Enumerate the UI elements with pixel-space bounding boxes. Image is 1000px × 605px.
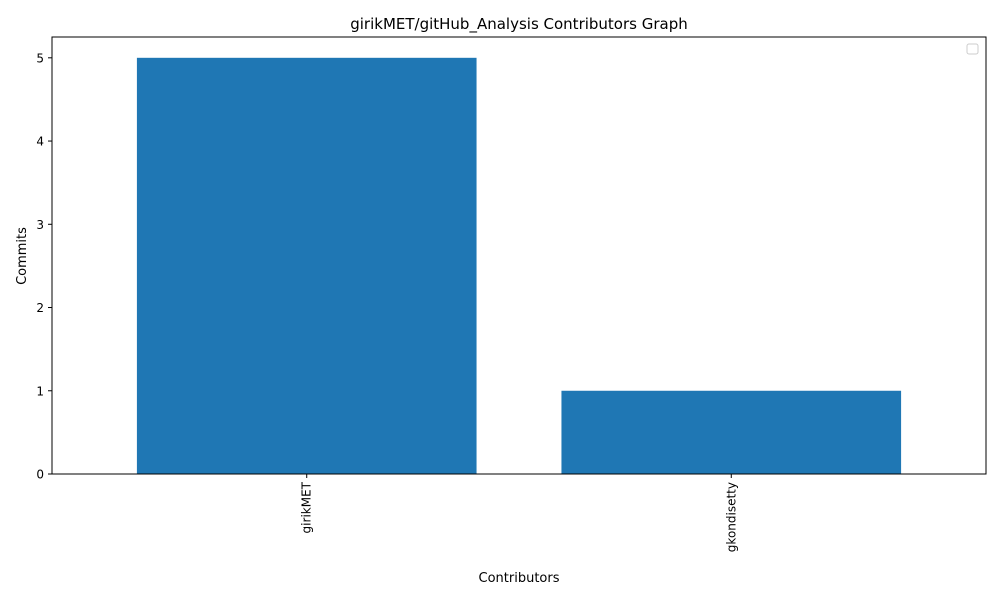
y-tick-label: 1	[36, 384, 44, 398]
y-axis-ticks: 0 1 2 3 4 5	[36, 51, 52, 482]
y-tick-label: 2	[36, 301, 44, 315]
y-axis-label: Commits	[15, 227, 30, 285]
bar-girikMET	[136, 57, 477, 475]
y-tick-label: 4	[36, 135, 44, 149]
y-tick-label: 0	[36, 468, 44, 482]
y-tick-label: 5	[36, 51, 44, 65]
plot-area: 0 1 2 3 4 5 girikMET gkondisetty	[36, 36, 987, 552]
bar-gkondisetty	[561, 390, 902, 474]
axes-frame	[51, 36, 987, 475]
bars-group	[136, 57, 902, 475]
y-tick-label: 3	[36, 218, 44, 232]
x-axis-ticks: girikMET gkondisetty	[300, 474, 738, 552]
x-tick-label: girikMET	[300, 481, 314, 533]
x-tick-label: gkondisetty	[724, 482, 738, 552]
legend-box	[966, 43, 979, 55]
chart-title: girikMET/gitHub_Analysis Contributors Gr…	[350, 15, 688, 34]
x-axis-label: Contributors	[479, 571, 560, 586]
